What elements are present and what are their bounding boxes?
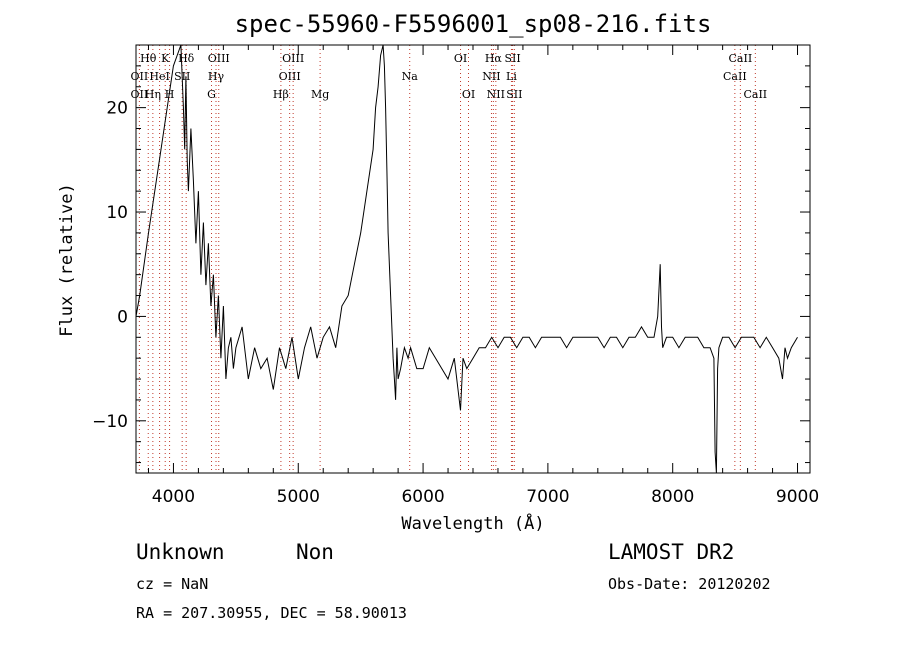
chart-title: spec-55960-F5596001_sp08-216.fits [235,10,712,38]
y-axis: −10 0 10 20 [92,44,810,464]
line-label: NII [482,70,500,83]
line-label: Li [506,70,517,83]
x-axis-label: Wavelength (Å) [401,512,544,534]
line-label: Hθ [140,52,157,65]
x-tick-label: 9000 [776,487,819,507]
line-label: Hα [485,52,503,65]
line-label: HeI [149,70,169,83]
line-label: CaII [743,88,767,101]
object-subclass: Non [296,540,334,564]
line-label: Hδ [178,52,195,65]
spectrum-line [135,44,798,474]
line-label: CaII [723,70,747,83]
coordinates: RA = 207.30955, DEC = 58.90013 [136,604,407,622]
line-label: Hβ [273,88,289,101]
line-label: OI [462,88,475,101]
x-tick-label: 6000 [401,487,444,507]
line-label: CaII [729,52,753,65]
line-label: Na [402,70,419,83]
line-label: Hη [145,88,161,101]
x-tick-label: 4000 [152,487,195,507]
line-label: OIII [279,70,301,83]
y-tick-label: −10 [92,412,128,432]
survey-name: LAMOST DR2 [608,540,735,564]
observation-date: Obs-Date: 20120202 [608,575,771,593]
line-label: OIII [208,52,230,65]
line-label: OII [131,70,149,83]
y-tick-label: 10 [106,203,128,223]
line-label: SII [506,88,522,101]
line-label: SII [504,52,520,65]
line-label: OIII [282,52,304,65]
redshift-value: cz = NaN [136,575,209,593]
y-axis-label: Flux (relative) [57,183,77,337]
y-tick-label: 20 [106,99,128,119]
plot-frame [135,44,811,474]
x-tick-label: 8000 [651,487,694,507]
line-label: Mg [311,88,329,101]
line-label: OII [131,88,149,101]
object-class: Unknown [136,540,225,564]
line-label: OI [454,52,467,65]
y-tick-label: 0 [117,307,128,327]
line-label: G [207,88,216,101]
line-label: NII [487,88,505,101]
line-label: K [161,52,170,65]
x-axis: 4000 5000 6000 7000 8000 9000 [147,45,819,507]
x-tick-label: 7000 [526,487,569,507]
line-label: Hγ [208,70,225,83]
line-markers [138,45,756,473]
x-tick-label: 5000 [277,487,320,507]
